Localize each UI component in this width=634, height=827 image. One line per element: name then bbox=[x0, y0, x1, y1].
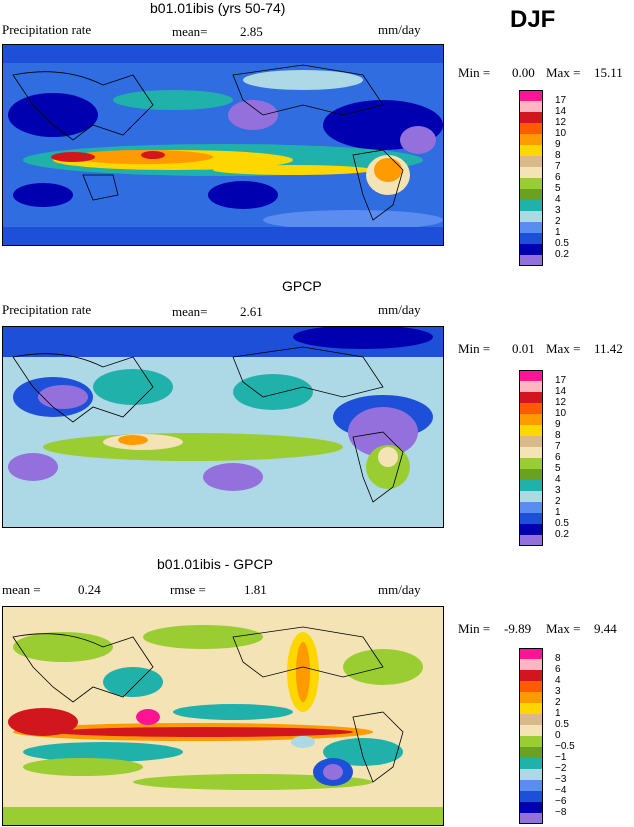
panel3-map bbox=[2, 606, 444, 826]
colorbar-label: −8 bbox=[555, 807, 567, 818]
colorbar-label: 7 bbox=[555, 441, 561, 452]
season-label: DJF bbox=[510, 6, 556, 33]
panel3-mean-label: mean = bbox=[2, 582, 41, 597]
colorbar-label: 3 bbox=[555, 485, 561, 496]
colorbar-label: −4 bbox=[555, 785, 567, 796]
panel3-colorbar bbox=[519, 648, 543, 824]
colorbar-label: 3 bbox=[555, 686, 561, 697]
colorbar-label: 2 bbox=[555, 216, 561, 227]
colorbar-label: 7 bbox=[555, 161, 561, 172]
colorbar-label: 2 bbox=[555, 496, 561, 507]
colorbar-label: 14 bbox=[555, 386, 567, 397]
colorbar-frame bbox=[519, 370, 543, 546]
colorbar-label: 12 bbox=[555, 397, 567, 408]
panel3-max-value: 9.44 bbox=[594, 621, 617, 636]
panel3-max-label: Max = bbox=[546, 621, 581, 636]
colorbar-label: 8 bbox=[555, 150, 561, 161]
colorbar-label: 1 bbox=[555, 227, 561, 238]
colorbar-label: −3 bbox=[555, 774, 567, 785]
colorbar-label: 17 bbox=[555, 95, 567, 106]
panel2-mean-value: 2.61 bbox=[240, 304, 263, 319]
panel2-min-value: 0.01 bbox=[512, 341, 535, 356]
panel1-max-label: Max = bbox=[546, 65, 581, 80]
colorbar-label: 4 bbox=[555, 675, 561, 686]
colorbar-label: 14 bbox=[555, 106, 567, 117]
colorbar-label: −1 bbox=[555, 752, 567, 763]
colorbar-label: 6 bbox=[555, 452, 561, 463]
colorbar-label: 1 bbox=[555, 708, 561, 719]
panel3-units: mm/day bbox=[378, 582, 421, 597]
panel1-map bbox=[2, 44, 444, 246]
panel1-colorbar bbox=[519, 90, 543, 266]
colorbar-label: −2 bbox=[555, 763, 567, 774]
colorbar-label: 0.5 bbox=[555, 238, 569, 249]
panel1-units: mm/day bbox=[378, 22, 421, 37]
panel3-min-label: Min = bbox=[458, 621, 491, 636]
panel1-variable-label: Precipitation rate bbox=[2, 22, 92, 37]
colorbar-label: 6 bbox=[555, 664, 561, 675]
panel3-rmse-value: 1.81 bbox=[244, 582, 267, 597]
panel1-mean-value: 2.85 bbox=[240, 24, 263, 39]
panel2-units: mm/day bbox=[378, 302, 421, 317]
colorbar-label: 12 bbox=[555, 117, 567, 128]
colorbar-label: 0.2 bbox=[555, 529, 569, 540]
colorbar-frame bbox=[519, 90, 543, 266]
panel3-min-value: -9.89 bbox=[504, 621, 532, 636]
colorbar-label: 10 bbox=[555, 408, 567, 419]
panel1-min-value: 0.00 bbox=[512, 65, 535, 80]
colorbar-label: 9 bbox=[555, 419, 561, 430]
colorbar-label: −0.5 bbox=[555, 741, 575, 752]
panel2-map-field bbox=[3, 327, 443, 527]
panel3-title: b01.01ibis - GPCP bbox=[157, 556, 273, 572]
panel2-max-value: 11.42 bbox=[594, 341, 623, 356]
colorbar-label: 2 bbox=[555, 697, 561, 708]
colorbar-label: 6 bbox=[555, 172, 561, 183]
colorbar-label: 0.5 bbox=[555, 518, 569, 529]
colorbar-label: −6 bbox=[555, 796, 567, 807]
panel1-min-label: Min = bbox=[458, 65, 491, 80]
panel2-min-label: Min = bbox=[458, 341, 491, 356]
panel1-map-field bbox=[3, 45, 443, 245]
panel2-variable-label: Precipitation rate bbox=[2, 302, 92, 317]
panel3-mean-value: 0.24 bbox=[78, 582, 101, 597]
colorbar-label: 17 bbox=[555, 375, 567, 386]
colorbar-label: 0.2 bbox=[555, 249, 569, 260]
panel2-map bbox=[2, 326, 444, 528]
panel2-title: GPCP bbox=[282, 278, 322, 294]
panel2-mean-label: mean= bbox=[172, 304, 208, 319]
colorbar-label: 9 bbox=[555, 139, 561, 150]
panel2-max-label: Max = bbox=[546, 341, 581, 356]
colorbar-label: 8 bbox=[555, 653, 561, 664]
colorbar-frame bbox=[519, 648, 543, 824]
colorbar-label: 4 bbox=[555, 194, 561, 205]
panel1-title: b01.01ibis (yrs 50-74) bbox=[150, 0, 286, 16]
colorbar-label: 5 bbox=[555, 463, 561, 474]
colorbar-label: 0 bbox=[555, 730, 561, 741]
panel3-map-field bbox=[3, 607, 443, 825]
colorbar-label: 8 bbox=[555, 430, 561, 441]
panel3-rmse-label: rmse = bbox=[170, 582, 206, 597]
colorbar-label: 0.5 bbox=[555, 719, 569, 730]
colorbar-label: 3 bbox=[555, 205, 561, 216]
panel1-mean-label: mean= bbox=[172, 24, 208, 39]
colorbar-label: 10 bbox=[555, 128, 567, 139]
colorbar-label: 1 bbox=[555, 507, 561, 518]
panel2-colorbar bbox=[519, 370, 543, 546]
panel1-max-value: 15.11 bbox=[594, 65, 623, 80]
colorbar-label: 5 bbox=[555, 183, 561, 194]
colorbar-label: 4 bbox=[555, 474, 561, 485]
